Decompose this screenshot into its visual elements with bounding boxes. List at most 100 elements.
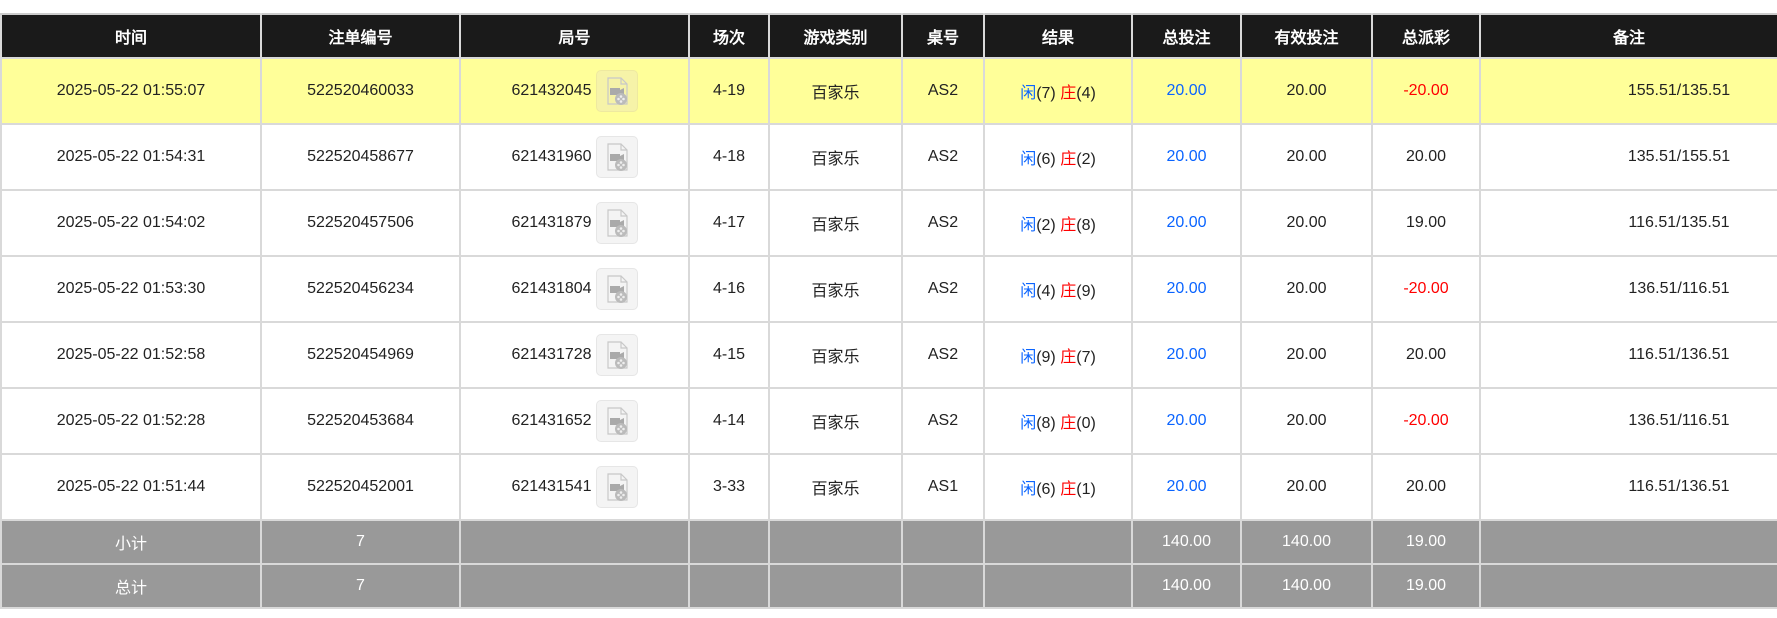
total-bet-cell: 20.00 — [1131, 189, 1242, 257]
bet-id-cell: 522520458677 — [260, 123, 461, 191]
table-row[interactable]: 2025-05-22 01:54:31 522520458677 6214319… — [0, 123, 1777, 191]
column-header: 时间 — [0, 13, 262, 59]
time-cell: 2025-05-22 01:55:07 — [0, 57, 262, 125]
note-cell: 136.51/116.51 — [1479, 255, 1777, 323]
banker-points: (2) — [1076, 151, 1096, 168]
video-replay-icon[interactable] — [595, 202, 638, 244]
video-replay-icon[interactable] — [595, 400, 638, 442]
game-type-cell: 百家乐 — [768, 255, 903, 323]
table-row[interactable]: 2025-05-22 01:52:28 522520453684 6214316… — [0, 387, 1777, 455]
column-header: 游戏类别 — [768, 13, 903, 59]
note-cell: 116.51/136.51 — [1479, 321, 1777, 389]
column-header: 局号 — [459, 13, 690, 59]
round-number: 621431879 — [511, 214, 592, 231]
valid-bet-cell: 20.00 — [1240, 189, 1373, 257]
summary-count: 7 — [260, 519, 461, 565]
session-cell: 4-17 — [688, 189, 770, 257]
total-bet-cell: 20.00 — [1131, 123, 1242, 191]
empty-cell — [768, 563, 903, 609]
payout-cell: -20.00 — [1371, 57, 1481, 125]
payout-cell: 20.00 — [1371, 123, 1481, 191]
game-type-cell: 百家乐 — [768, 387, 903, 455]
video-replay-icon[interactable] — [595, 136, 638, 178]
video-replay-icon[interactable] — [595, 70, 638, 112]
note-cell: 116.51/135.51 — [1479, 189, 1777, 257]
session-cell: 4-19 — [688, 57, 770, 125]
table-row[interactable]: 2025-05-22 01:51:44 522520452001 6214315… — [0, 453, 1777, 521]
table-number-cell: AS2 — [901, 255, 985, 323]
bet-id-cell: 522520460033 — [260, 57, 461, 125]
table-number-cell: AS2 — [901, 123, 985, 191]
round-cell: 621431879 — [459, 189, 690, 257]
banker-label: 庄 — [1060, 481, 1077, 498]
summary-label: 小计 — [0, 519, 262, 565]
banker-points: (8) — [1076, 217, 1096, 234]
round-cell: 621431728 — [459, 321, 690, 389]
payout-cell: -20.00 — [1371, 255, 1481, 323]
valid-bet-cell: 20.00 — [1240, 57, 1373, 125]
session-cell: 3-33 — [688, 453, 770, 521]
video-replay-icon[interactable] — [595, 334, 638, 376]
player-points: (6) — [1036, 151, 1056, 168]
banker-label: 庄 — [1060, 415, 1077, 432]
banker-label: 庄 — [1060, 283, 1077, 300]
player-points: (7) — [1036, 85, 1056, 102]
table-row[interactable]: 2025-05-22 01:52:58 522520454969 6214317… — [0, 321, 1777, 389]
banker-label: 庄 — [1060, 85, 1077, 102]
column-header: 总派彩 — [1371, 13, 1481, 59]
total-bet-cell: 20.00 — [1131, 57, 1242, 125]
column-header: 备注 — [1479, 13, 1777, 59]
empty-cell — [1479, 563, 1777, 609]
video-replay-icon[interactable] — [595, 466, 638, 508]
empty-cell — [901, 519, 985, 565]
bet-id-cell: 522520457506 — [260, 189, 461, 257]
game-type-cell: 百家乐 — [768, 57, 903, 125]
note-cell: 155.51/135.51 — [1479, 57, 1777, 125]
round-number: 621431728 — [511, 346, 592, 363]
empty-cell — [768, 519, 903, 565]
total-bet-cell: 20.00 — [1131, 321, 1242, 389]
player-label: 闲 — [1020, 217, 1037, 234]
total-bet-cell: 20.00 — [1131, 453, 1242, 521]
valid-bet-cell: 20.00 — [1240, 453, 1373, 521]
game-type-cell: 百家乐 — [768, 123, 903, 191]
table-number-cell: AS1 — [901, 453, 985, 521]
banker-points: (9) — [1076, 283, 1096, 300]
result-cell: 闲(2) 庄(8) — [983, 189, 1133, 257]
bet-id-cell: 522520454969 — [260, 321, 461, 389]
empty-cell — [983, 519, 1133, 565]
empty-cell — [459, 519, 690, 565]
round-number: 621431652 — [511, 412, 592, 429]
valid-bet-cell: 20.00 — [1240, 321, 1373, 389]
banker-label: 庄 — [1060, 151, 1077, 168]
empty-cell — [688, 563, 770, 609]
round-cell: 621431804 — [459, 255, 690, 323]
payout-cell: -20.00 — [1371, 387, 1481, 455]
column-header: 场次 — [688, 13, 770, 59]
player-points: (9) — [1036, 349, 1056, 366]
column-header: 总投注 — [1131, 13, 1242, 59]
table-row[interactable]: 2025-05-22 01:53:30 522520456234 6214318… — [0, 255, 1777, 323]
round-number: 621431960 — [511, 148, 592, 165]
game-type-cell: 百家乐 — [768, 453, 903, 521]
result-cell: 闲(6) 庄(2) — [983, 123, 1133, 191]
time-cell: 2025-05-22 01:51:44 — [0, 453, 262, 521]
banker-points: (0) — [1076, 415, 1096, 432]
result-cell: 闲(9) 庄(7) — [983, 321, 1133, 389]
player-points: (4) — [1036, 283, 1056, 300]
grand-total-row: 总计 7 140.00 140.00 19.00 — [0, 563, 1777, 609]
valid-bet-cell: 20.00 — [1240, 255, 1373, 323]
valid-bet-cell: 20.00 — [1240, 123, 1373, 191]
video-replay-icon[interactable] — [595, 268, 638, 310]
table-row[interactable]: 2025-05-22 01:54:02 522520457506 6214318… — [0, 189, 1777, 257]
note-cell: 135.51/155.51 — [1479, 123, 1777, 191]
result-cell: 闲(8) 庄(0) — [983, 387, 1133, 455]
table-row[interactable]: 2025-05-22 01:55:07 522520460033 6214320… — [0, 57, 1777, 125]
valid-bet-cell: 20.00 — [1240, 387, 1373, 455]
time-cell: 2025-05-22 01:52:58 — [0, 321, 262, 389]
table-number-cell: AS2 — [901, 189, 985, 257]
session-cell: 4-18 — [688, 123, 770, 191]
note-cell: 136.51/116.51 — [1479, 387, 1777, 455]
time-cell: 2025-05-22 01:54:02 — [0, 189, 262, 257]
player-points: (8) — [1036, 415, 1056, 432]
